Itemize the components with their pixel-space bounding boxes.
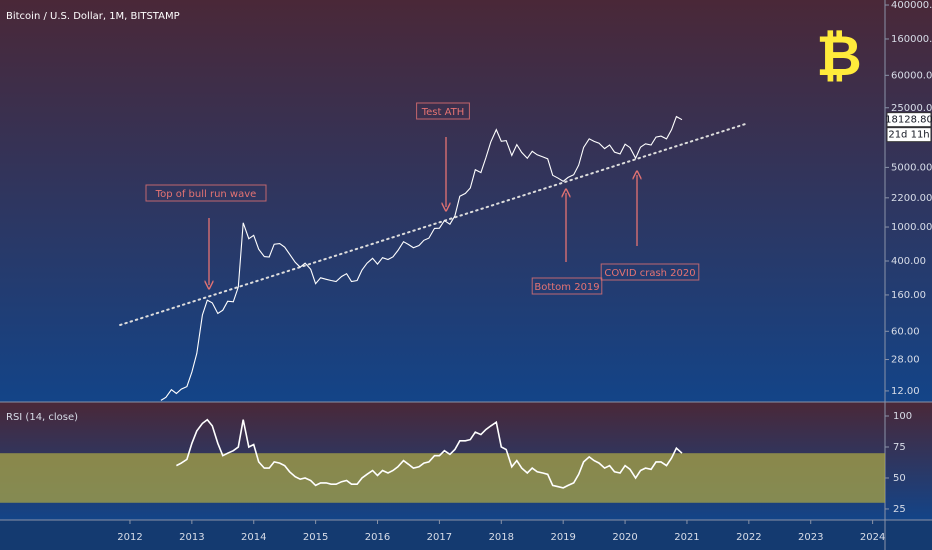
countdown: 21d 11h: [888, 130, 929, 141]
y-tick-label: 400.00: [891, 256, 926, 267]
y-tick-label: 1000.00: [891, 222, 932, 233]
rsi-tick-label: 75: [893, 442, 906, 453]
x-tick-label: 2023: [798, 532, 823, 543]
rsi-tick-label: 50: [893, 473, 906, 484]
price-line: [176, 418, 683, 489]
y-tick-label: 25000.00: [891, 103, 932, 114]
y-tick-label: 5000.00: [891, 162, 932, 173]
x-tick-label: 2016: [365, 532, 390, 543]
x-tick-label: 2013: [179, 532, 204, 543]
annotation-text: Test ATH: [421, 107, 465, 118]
x-tick-label: 2019: [550, 532, 575, 543]
y-tick-label: 160.00: [891, 290, 926, 301]
x-tick-label: 2015: [303, 532, 328, 543]
trendline: [119, 123, 747, 326]
x-tick-label: 2012: [117, 532, 142, 543]
annotation-box: [531, 277, 603, 295]
annotation-box: [600, 263, 700, 281]
x-tick-label: 2024: [860, 532, 885, 543]
annotation-text: COVID crash 2020: [604, 268, 695, 279]
chart-title: Bitcoin / U.S. Dollar, 1M, BITSTAMP: [6, 11, 180, 22]
y-tick-label: 60000.00: [891, 70, 932, 81]
x-tick-label: 2014: [241, 532, 266, 543]
annotation-text: Bottom 2019: [534, 282, 599, 293]
x-tick-label: 2018: [489, 532, 514, 543]
annotation-box: [416, 102, 470, 120]
annotation-box: [145, 184, 267, 202]
bitcoin-symbol: ₿: [816, 24, 862, 89]
rsi-title: RSI (14, close): [6, 412, 78, 423]
x-tick-label: 2021: [674, 532, 699, 543]
annotation-text: Top of bull run wave: [155, 189, 257, 200]
countdown-box: [886, 127, 932, 143]
x-tick-label: 2017: [427, 532, 452, 543]
price-pane: [0, 0, 932, 402]
y-tick-label: 160000.00: [891, 34, 932, 45]
y-tick-label: 12.00: [891, 386, 920, 397]
x-tick-label: 2020: [612, 532, 637, 543]
last-price-box: [886, 112, 932, 128]
x-tick-label: 2022: [736, 532, 761, 543]
last-price-label: 18128.80: [885, 115, 932, 126]
rsi-tick-label: 100: [893, 411, 912, 422]
price-line: [160, 115, 683, 401]
y-tick-label: 400000.00: [891, 0, 932, 11]
rsi-tick-label: 25: [893, 504, 906, 515]
y-tick-label: 28.00: [891, 355, 920, 366]
y-tick-label: 2200.00: [891, 193, 932, 204]
time-axis: [0, 520, 932, 550]
rsi-band: [0, 453, 885, 503]
y-tick-label: 60.00: [891, 326, 920, 337]
